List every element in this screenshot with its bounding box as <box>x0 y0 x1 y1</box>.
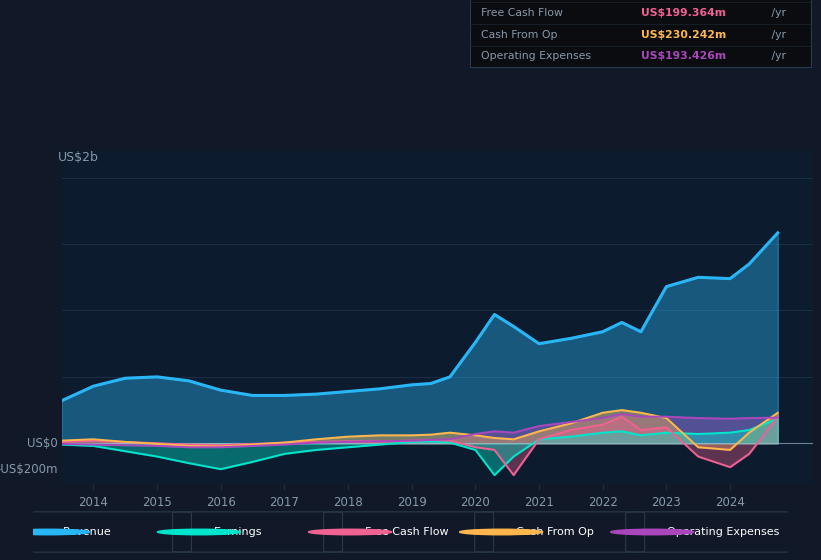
Text: Free Cash Flow: Free Cash Flow <box>365 527 449 537</box>
Text: US$199.364m: US$199.364m <box>641 8 726 18</box>
Circle shape <box>309 529 392 535</box>
Text: Operating Expenses: Operating Expenses <box>667 527 780 537</box>
Circle shape <box>7 529 89 535</box>
Text: US$0: US$0 <box>27 437 57 450</box>
Text: US$230.242m: US$230.242m <box>641 30 726 40</box>
Text: Earnings: Earnings <box>214 527 263 537</box>
Text: US$193.426m: US$193.426m <box>641 52 726 62</box>
Circle shape <box>611 529 694 535</box>
Text: Free Cash Flow: Free Cash Flow <box>480 8 562 18</box>
Circle shape <box>158 529 241 535</box>
Text: /yr: /yr <box>768 52 786 62</box>
Text: Cash From Op: Cash From Op <box>480 30 557 40</box>
Text: -US$200m: -US$200m <box>0 463 57 477</box>
Circle shape <box>460 529 543 535</box>
Text: Revenue: Revenue <box>63 527 112 537</box>
Text: Cash From Op: Cash From Op <box>516 527 594 537</box>
Text: /yr: /yr <box>768 8 786 18</box>
Text: /yr: /yr <box>768 30 786 40</box>
Text: US$2b: US$2b <box>57 151 99 165</box>
Text: Operating Expenses: Operating Expenses <box>480 52 590 62</box>
